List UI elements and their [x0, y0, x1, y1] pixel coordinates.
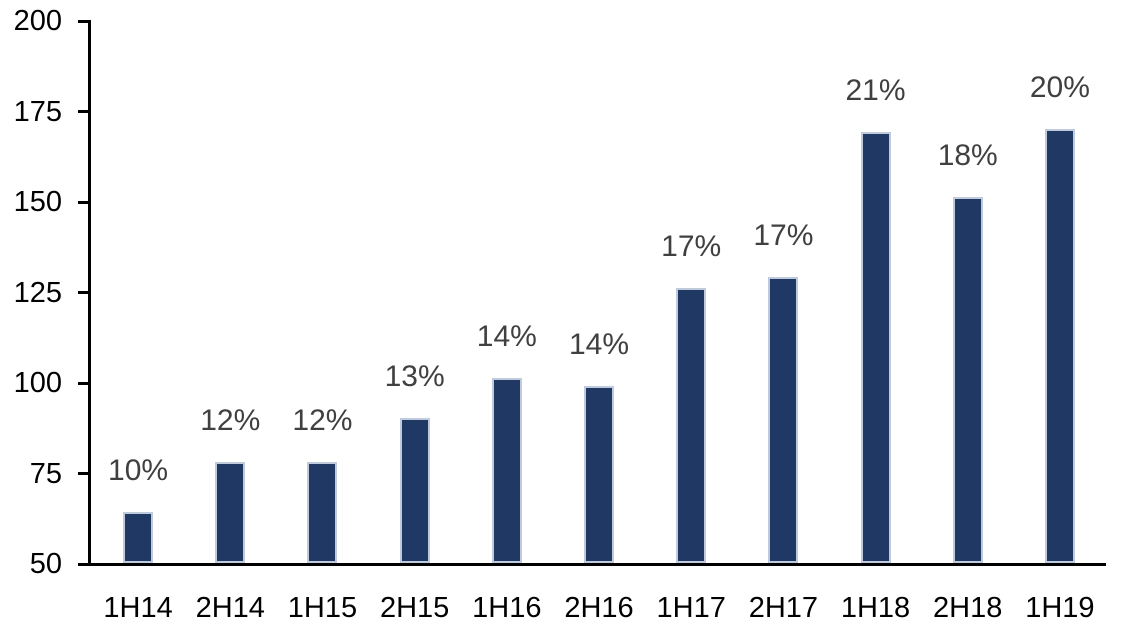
- y-axis-label: 75: [29, 457, 62, 490]
- y-axis-line: [88, 20, 91, 566]
- y-axis-tick: [78, 110, 88, 113]
- y-axis-label: 125: [13, 276, 62, 309]
- bar-value-label: 18%: [937, 139, 998, 173]
- bar: [584, 385, 614, 563]
- y-axis-tick: [78, 381, 88, 385]
- x-axis-label: 1H17: [656, 592, 726, 624]
- bar: [215, 461, 246, 563]
- bar: [123, 512, 154, 563]
- x-axis-label: 1H18: [840, 592, 911, 624]
- bar: [952, 197, 983, 563]
- x-axis-label: 1H16: [472, 592, 542, 624]
- x-axis-label: 2H16: [564, 592, 634, 624]
- x-axis-label: 1H19: [1025, 592, 1095, 624]
- x-axis-label: 1H15: [287, 592, 358, 624]
- y-axis-label: 50: [29, 548, 62, 580]
- y-axis-tick: [78, 200, 88, 204]
- bar-value-label: 17%: [753, 219, 814, 253]
- y-axis-tick: [78, 19, 88, 23]
- bar-value-label: 14%: [568, 327, 630, 361]
- bar-value-label: 12%: [200, 403, 261, 437]
- x-axis-label: 2H17: [748, 592, 819, 624]
- bar: [1044, 128, 1075, 563]
- x-axis-label: 1H14: [103, 592, 173, 624]
- bar: [307, 461, 338, 563]
- bar-value-label: 13%: [384, 360, 445, 394]
- bar-value-label: 20%: [1029, 70, 1090, 104]
- y-axis-label: 175: [13, 95, 62, 128]
- bar-value-label: 12%: [292, 403, 353, 437]
- y-axis-tick: [78, 291, 88, 294]
- bar-value-label: 10%: [108, 454, 169, 488]
- x-axis-line: [88, 563, 1106, 566]
- bar-value-label: 17%: [661, 229, 722, 263]
- bar: [768, 277, 799, 563]
- bar: [860, 132, 891, 563]
- bar: [676, 287, 707, 563]
- x-axis-label: 2H14: [195, 592, 265, 624]
- y-axis-tick: [78, 472, 88, 475]
- y-axis-label: 200: [13, 5, 62, 37]
- x-axis-label: 2H18: [933, 592, 1003, 624]
- x-axis-label: 2H15: [379, 592, 450, 624]
- bar: [399, 418, 430, 563]
- bar-value-label: 21%: [845, 74, 906, 108]
- y-axis-label: 150: [13, 186, 62, 218]
- bar-value-label: 14%: [476, 320, 537, 354]
- y-axis-label: 100: [13, 367, 62, 399]
- y-axis-tick: [78, 562, 88, 566]
- bar: [491, 378, 522, 563]
